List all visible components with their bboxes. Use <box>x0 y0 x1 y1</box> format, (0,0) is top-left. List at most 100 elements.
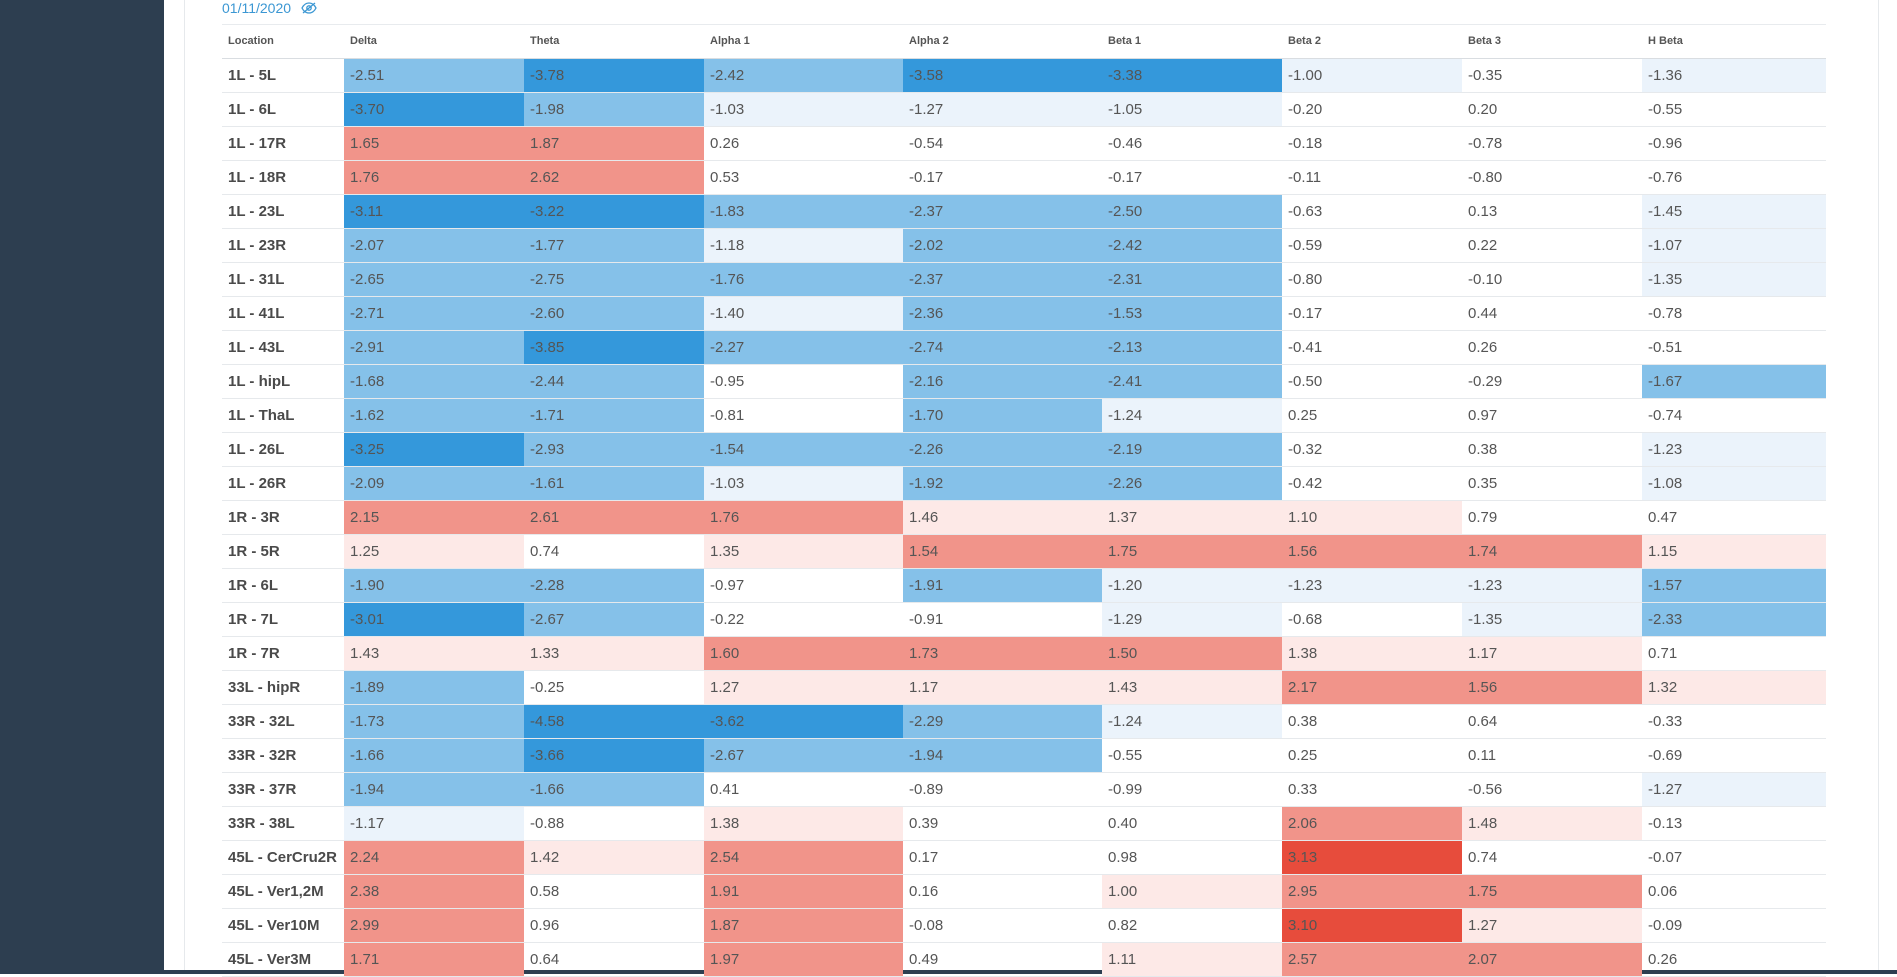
table-row: 33R - 32L -1.73 -4.58 -3.62 -2.29 -1.24 0.38 0.… <box>222 704 1826 739</box>
table-row: 1L - 43L -2.91 -3.85 -2.27 -2.74 -2.13 -0.41 0.… <box>222 330 1826 365</box>
zscore-cell-beta-2: -0.32 <box>1282 432 1462 467</box>
zscore-cell-alpha-1: -3.62 <box>704 704 903 739</box>
zscore-cell-alpha-1: -1.76 <box>704 262 903 297</box>
zscore-cell-beta-2: 1.10 <box>1282 500 1462 535</box>
zscore-cell-h-beta: 0.26 <box>1642 942 1826 977</box>
zscore-cell-beta-1: 0.40 <box>1102 806 1282 841</box>
zscore-cell-theta: 1.87 <box>524 126 704 161</box>
column-header-alpha-1[interactable]: Alpha 1 <box>704 24 903 59</box>
zscore-cell-beta-2: 2.06 <box>1282 806 1462 841</box>
table-row: 1L - 26L -3.25 -2.93 -1.54 -2.26 -2.19 -0.32 0.… <box>222 432 1826 467</box>
table-row: 1L - 23R -2.07 -1.77 -1.18 -2.02 -2.42 -0.59 0.… <box>222 228 1826 263</box>
app-sidebar <box>0 0 164 974</box>
zscore-cell-alpha-2: -1.27 <box>903 92 1102 127</box>
zscore-cell-alpha-1: 1.76 <box>704 500 903 535</box>
zscore-cell-h-beta: -0.69 <box>1642 738 1826 773</box>
location-cell: 1L - 26L <box>222 432 344 467</box>
table-header-row: Location Delta Theta Alpha 1 Alpha 2 Beta 1 Be… <box>222 24 1826 59</box>
zscore-cell-delta: 1.71 <box>344 942 524 977</box>
zscore-cell-beta-1: 1.37 <box>1102 500 1282 535</box>
zscore-cell-beta-2: -0.20 <box>1282 92 1462 127</box>
zscore-cell-alpha-2: -1.70 <box>903 398 1102 433</box>
zscore-cell-beta-1: -2.26 <box>1102 466 1282 501</box>
zscore-cell-beta-2: -1.23 <box>1282 568 1462 603</box>
zscore-cell-beta-3: 0.20 <box>1462 92 1642 127</box>
zscore-cell-delta: 1.65 <box>344 126 524 161</box>
column-header-delta[interactable]: Delta <box>344 24 524 59</box>
zscore-cell-alpha-2: 1.54 <box>903 534 1102 569</box>
zscore-cell-beta-2: -1.00 <box>1282 58 1462 93</box>
table-row: 1L - 17R 1.65 1.87 0.26 -0.54 -0.46 -0.18 -0.78… <box>222 126 1826 161</box>
zscore-cell-alpha-1: 1.97 <box>704 942 903 977</box>
zscore-cell-delta: -1.94 <box>344 772 524 807</box>
column-header-alpha-2[interactable]: Alpha 2 <box>903 24 1102 59</box>
zscore-cell-delta: 2.38 <box>344 874 524 909</box>
zscore-cell-theta: -1.61 <box>524 466 704 501</box>
zscore-cell-alpha-1: -1.18 <box>704 228 903 263</box>
location-cell: 1L - 43L <box>222 330 344 365</box>
zscore-cell-alpha-2: 1.73 <box>903 636 1102 671</box>
zscore-cell-beta-1: 0.98 <box>1102 840 1282 875</box>
table-row: 1L - 5L -2.51 -3.78 -2.42 -3.58 -3.38 -1.00 -0.… <box>222 58 1826 93</box>
column-header-beta-1[interactable]: Beta 1 <box>1102 24 1282 59</box>
zscore-cell-alpha-1: 0.26 <box>704 126 903 161</box>
zscore-cell-beta-1: 1.00 <box>1102 874 1282 909</box>
zscore-cell-alpha-2: -3.58 <box>903 58 1102 93</box>
zscore-cell-beta-1: -2.41 <box>1102 364 1282 399</box>
zscore-cell-delta: 2.15 <box>344 500 524 535</box>
zscore-cell-beta-3: 1.17 <box>1462 636 1642 671</box>
zscore-cell-alpha-1: 0.41 <box>704 772 903 807</box>
zscore-cell-delta: 1.25 <box>344 534 524 569</box>
zscore-cell-h-beta: -1.27 <box>1642 772 1826 807</box>
table-row: 1L - 41L -2.71 -2.60 -1.40 -2.36 -1.53 -0.17 0.… <box>222 296 1826 331</box>
column-header-h-beta[interactable]: H Beta <box>1642 24 1826 59</box>
zscore-cell-theta: -0.88 <box>524 806 704 841</box>
table-row: 45L - Ver1,2M 2.38 0.58 1.91 0.16 1.00 2.95 1.7… <box>222 874 1826 909</box>
column-header-theta[interactable]: Theta <box>524 24 704 59</box>
zscore-cell-theta: -2.75 <box>524 262 704 297</box>
zscore-cell-delta: -3.25 <box>344 432 524 467</box>
zscore-cell-h-beta: -1.08 <box>1642 466 1826 501</box>
zscore-cell-beta-3: -0.56 <box>1462 772 1642 807</box>
zscore-cell-beta-3: 2.07 <box>1462 942 1642 977</box>
location-cell: 1R - 7R <box>222 636 344 671</box>
zscore-cell-delta: -2.65 <box>344 262 524 297</box>
table-row: 1R - 3R 2.15 2.61 1.76 1.46 1.37 1.10 0.79 0.47 <box>222 500 1826 535</box>
zscore-cell-beta-2: 1.38 <box>1282 636 1462 671</box>
table-row: 45L - Ver10M 2.99 0.96 1.87 -0.08 0.82 3.10 1.2… <box>222 908 1826 943</box>
session-date-row: 01/11/2020 <box>222 0 317 16</box>
location-cell: 1R - 5R <box>222 534 344 569</box>
zscore-cell-theta: -2.44 <box>524 364 704 399</box>
zscore-cell-h-beta: -0.13 <box>1642 806 1826 841</box>
zscore-cell-beta-2: -0.80 <box>1282 262 1462 297</box>
zscore-cell-beta-1: -0.46 <box>1102 126 1282 161</box>
zscore-cell-theta: 0.74 <box>524 534 704 569</box>
column-header-beta-2[interactable]: Beta 2 <box>1282 24 1462 59</box>
zscore-cell-delta: -2.91 <box>344 330 524 365</box>
zscore-cell-beta-3: -1.35 <box>1462 602 1642 637</box>
zscore-cell-beta-3: -0.35 <box>1462 58 1642 93</box>
column-header-beta-3[interactable]: Beta 3 <box>1462 24 1642 59</box>
zscore-cell-theta: -3.78 <box>524 58 704 93</box>
location-cell: 33R - 32L <box>222 704 344 739</box>
zscore-cell-alpha-2: -2.29 <box>903 704 1102 739</box>
zscore-cell-beta-1: -0.55 <box>1102 738 1282 773</box>
zscore-cell-alpha-1: -1.03 <box>704 466 903 501</box>
eye-icon[interactable] <box>301 2 317 14</box>
table-row: 1L - 31L -2.65 -2.75 -1.76 -2.37 -2.31 -0.80 -0… <box>222 262 1826 297</box>
location-cell: 33R - 38L <box>222 806 344 841</box>
zscore-cell-beta-1: -2.31 <box>1102 262 1282 297</box>
zscore-cell-delta: -1.66 <box>344 738 524 773</box>
zscore-cell-alpha-2: -0.89 <box>903 772 1102 807</box>
zscore-cell-alpha-1: 2.54 <box>704 840 903 875</box>
zscore-cell-alpha-1: -0.81 <box>704 398 903 433</box>
zscore-cell-alpha-1: -2.67 <box>704 738 903 773</box>
zscore-cell-beta-1: -0.17 <box>1102 160 1282 195</box>
zscore-cell-delta: 2.24 <box>344 840 524 875</box>
table-row: 1L - 26R -2.09 -1.61 -1.03 -1.92 -2.26 -0.42 0.… <box>222 466 1826 501</box>
zscore-cell-delta: -2.07 <box>344 228 524 263</box>
zscore-cell-delta: -1.89 <box>344 670 524 705</box>
column-header-location[interactable]: Location <box>222 24 344 59</box>
location-cell: 45L - Ver3M <box>222 942 344 977</box>
session-date-link[interactable]: 01/11/2020 <box>222 0 292 16</box>
